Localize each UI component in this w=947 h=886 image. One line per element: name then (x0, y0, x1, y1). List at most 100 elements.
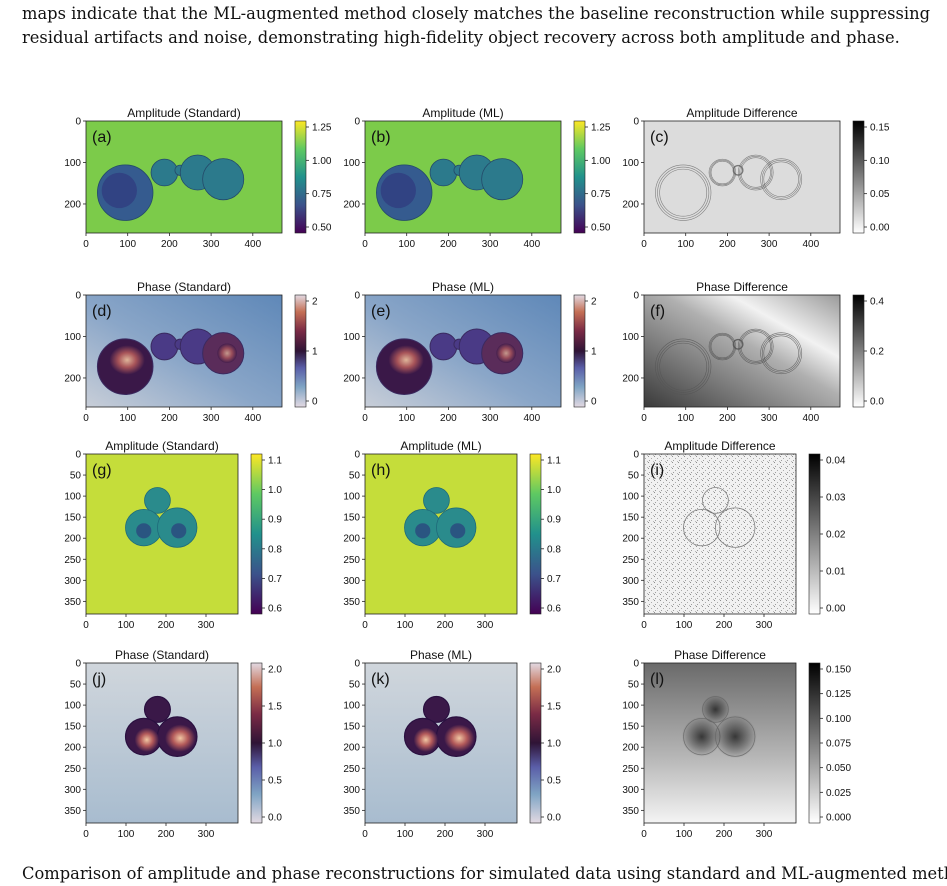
x-tick-label: 300 (756, 829, 773, 840)
y-tick-label: 350 (622, 806, 639, 817)
colorbar-tick-label: 1 (312, 347, 318, 358)
colorbar-tick-label: 0.8 (547, 544, 561, 555)
cell-hot-region (217, 343, 237, 364)
cell-blob (429, 158, 458, 187)
cell-blob (202, 158, 245, 201)
y-tick-label: 250 (622, 555, 639, 566)
x-tick-label: 300 (756, 620, 773, 631)
cell-hot-region (388, 345, 424, 375)
axes-frame (643, 662, 797, 824)
colorbar-tick-label: 0.50 (312, 223, 332, 234)
y-tick-label: 350 (64, 806, 81, 817)
y-tick-label: 50 (628, 680, 640, 691)
x-tick-label: 300 (477, 620, 494, 631)
y-tick-label: 300 (64, 785, 81, 796)
x-tick-label: 300 (203, 239, 220, 250)
y-tick-label: 0 (75, 117, 81, 128)
colorbar-tick-label: 0.0 (268, 813, 282, 824)
panel-title: Phase (ML) (410, 648, 472, 662)
panel-label: (i) (650, 462, 664, 479)
x-tick-label: 300 (482, 413, 499, 424)
x-tick-label: 200 (719, 239, 736, 250)
y-tick-label: 300 (64, 576, 81, 587)
x-tick-label: 100 (118, 620, 135, 631)
cell-blob (422, 695, 450, 723)
y-tick-label: 200 (64, 534, 81, 545)
colorbar-tick-label: 0.5 (268, 776, 282, 787)
colorbar (250, 453, 263, 615)
y-tick-label: 50 (70, 680, 82, 691)
y-tick-label: 200 (343, 743, 360, 754)
y-tick-label: 150 (64, 513, 81, 524)
y-tick-label: 250 (622, 764, 639, 775)
panel-c: Amplitude Difference (c) 0 100 200 300 400 0 100… (622, 106, 890, 250)
cell-hot-region (444, 724, 475, 752)
colorbar-tick-label: 0.01 (826, 567, 846, 578)
colorbar (294, 120, 307, 234)
y-tick-label: 150 (622, 513, 639, 524)
difference-ring (732, 164, 744, 176)
x-tick-label: 0 (83, 239, 89, 250)
colorbar (294, 294, 307, 408)
difference-ring (709, 333, 736, 360)
x-tick-label: 200 (440, 413, 457, 424)
panel-title: Phase Difference (696, 280, 788, 294)
x-tick-label: 200 (437, 829, 454, 840)
axes-frame (643, 120, 841, 234)
y-tick-label: 0 (354, 291, 360, 302)
colorbar-tick-label: 0.00 (826, 604, 846, 615)
x-tick-label: 300 (761, 413, 778, 424)
y-tick-label: 300 (343, 576, 360, 587)
difference-ring (702, 487, 729, 514)
cell-dark-region (101, 172, 137, 209)
y-tick-label: 200 (622, 199, 639, 210)
x-tick-label: 400 (802, 239, 819, 250)
colorbar-tick-label: 0.15 (870, 123, 890, 134)
panel-label: (e) (371, 303, 391, 320)
cell-dark-region (450, 523, 466, 539)
panel-label: (c) (650, 129, 669, 146)
y-tick-label: 100 (64, 332, 81, 343)
y-tick-label: 350 (343, 806, 360, 817)
y-tick-label: 100 (343, 332, 360, 343)
axes-frame (643, 453, 797, 615)
panel-g: Amplitude (Standard) (g) 0 100 200 300 0 50 100 1… (64, 439, 282, 631)
colorbar-tick-label: 1 (591, 347, 597, 358)
y-tick-label: 0 (633, 291, 639, 302)
panel-d: Phase (Standard) (d) 0 100 200 300 400 0 100 200 2… (64, 280, 318, 424)
colorbar-tick-label: 1.25 (591, 123, 611, 134)
colorbar-tick-label: 1.0 (547, 739, 561, 750)
x-tick-label: 200 (440, 239, 457, 250)
x-tick-label: 200 (437, 620, 454, 631)
x-tick-label: 200 (716, 829, 733, 840)
x-tick-label: 200 (158, 829, 175, 840)
panel-title: Amplitude (ML) (400, 439, 481, 453)
cell-blob (144, 487, 171, 514)
y-tick-label: 50 (349, 471, 361, 482)
cell-dark-region (136, 523, 152, 539)
colorbar-tick-label: 0.9 (547, 515, 561, 526)
panel-title: Amplitude (Standard) (127, 106, 240, 120)
x-tick-label: 300 (203, 413, 220, 424)
colorbar-tick-label: 0.05 (870, 189, 890, 200)
colorbar-tick-label: 0.7 (268, 574, 282, 585)
colorbar-tick-label: 0.7 (547, 574, 561, 585)
x-tick-label: 300 (198, 620, 215, 631)
axes-frame (364, 662, 518, 824)
colorbar (573, 294, 586, 408)
colorbar-tick-label: 0.4 (870, 297, 884, 308)
colorbar-tick-label: 0 (591, 397, 597, 408)
y-tick-label: 50 (628, 471, 640, 482)
colorbar (852, 120, 865, 234)
colorbar-tick-label: 0.00 (870, 223, 890, 234)
y-tick-label: 200 (622, 373, 639, 384)
cell-blob (429, 332, 458, 361)
y-tick-label: 250 (343, 555, 360, 566)
difference-ring (761, 333, 801, 373)
difference-ring (715, 507, 756, 548)
paragraph-line-1: maps indicate that the ML-augmented meth… (22, 4, 825, 23)
x-tick-label: 0 (362, 829, 368, 840)
colorbar-tick-label: 0.04 (826, 456, 846, 467)
image-background (644, 121, 840, 233)
panel-a: Amplitude (Standard) (a) 0 100 200 300 400 0 100… (64, 106, 332, 250)
